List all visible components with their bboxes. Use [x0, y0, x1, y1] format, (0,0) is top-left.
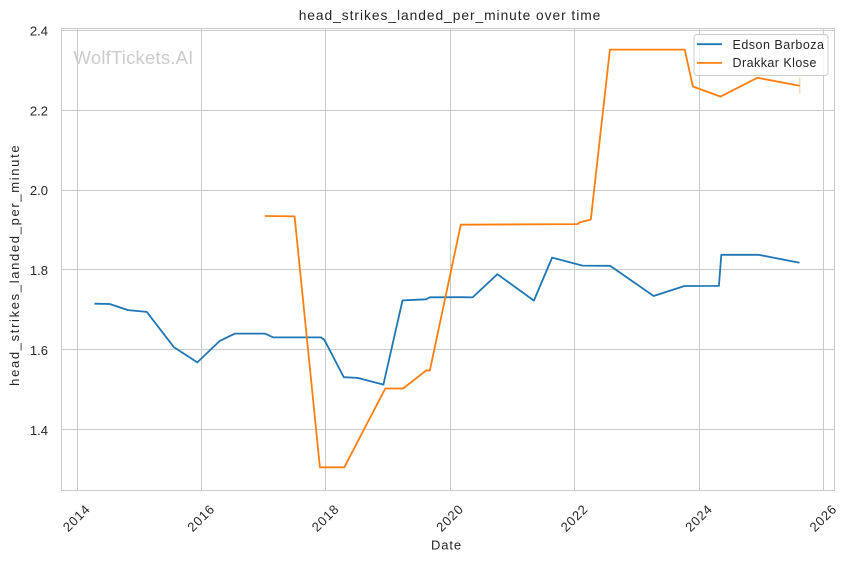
svg-text:WolfTickets.AI: WolfTickets.AI: [74, 47, 194, 68]
svg-text:2.4: 2.4: [30, 24, 48, 39]
svg-text:1.6: 1.6: [30, 343, 48, 358]
svg-text:Drakkar Klose: Drakkar Klose: [733, 56, 817, 70]
svg-text:2.0: 2.0: [30, 183, 48, 198]
svg-text:2.2: 2.2: [30, 103, 48, 118]
svg-text:head_strikes_landed_per_minute: head_strikes_landed_per_minute: [7, 144, 22, 386]
svg-text:Edson Barboza: Edson Barboza: [733, 38, 825, 52]
svg-text:head_strikes_landed_per_minute: head_strikes_landed_per_minute over time: [299, 8, 602, 23]
svg-text:Date: Date: [431, 537, 462, 552]
svg-text:1.4: 1.4: [30, 423, 48, 438]
svg-text:1.8: 1.8: [30, 263, 48, 278]
